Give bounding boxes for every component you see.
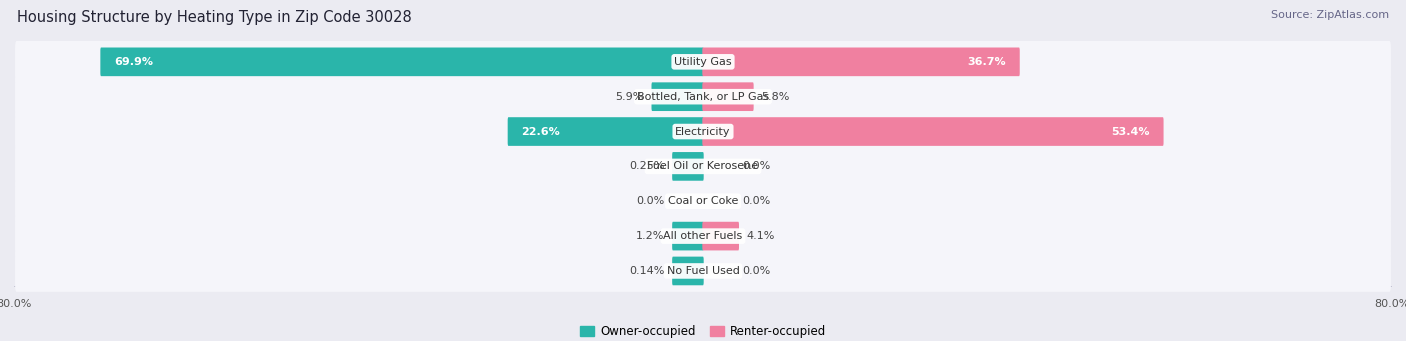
Text: 22.6%: 22.6% xyxy=(522,127,560,136)
Text: Housing Structure by Heating Type in Zip Code 30028: Housing Structure by Heating Type in Zip… xyxy=(17,10,412,25)
Text: All other Fuels: All other Fuels xyxy=(664,231,742,241)
FancyBboxPatch shape xyxy=(703,83,754,111)
Text: Electricity: Electricity xyxy=(675,127,731,136)
Text: 0.0%: 0.0% xyxy=(742,161,770,172)
FancyBboxPatch shape xyxy=(15,110,1391,152)
Text: 0.0%: 0.0% xyxy=(742,196,770,206)
FancyBboxPatch shape xyxy=(15,41,1391,83)
FancyBboxPatch shape xyxy=(100,47,703,76)
FancyBboxPatch shape xyxy=(15,180,1391,222)
FancyBboxPatch shape xyxy=(703,222,740,250)
Text: Fuel Oil or Kerosene: Fuel Oil or Kerosene xyxy=(647,161,759,172)
Text: 1.2%: 1.2% xyxy=(636,231,664,241)
FancyBboxPatch shape xyxy=(703,117,1164,146)
FancyBboxPatch shape xyxy=(15,146,1391,187)
FancyBboxPatch shape xyxy=(672,152,703,181)
FancyBboxPatch shape xyxy=(672,222,703,250)
Text: 0.25%: 0.25% xyxy=(628,161,664,172)
FancyBboxPatch shape xyxy=(15,76,1391,118)
Text: Bottled, Tank, or LP Gas: Bottled, Tank, or LP Gas xyxy=(637,92,769,102)
Text: 5.9%: 5.9% xyxy=(616,92,644,102)
Text: 0.0%: 0.0% xyxy=(742,266,770,276)
Text: 69.9%: 69.9% xyxy=(114,57,153,67)
Text: 5.8%: 5.8% xyxy=(762,92,790,102)
FancyBboxPatch shape xyxy=(651,83,703,111)
Legend: Owner-occupied, Renter-occupied: Owner-occupied, Renter-occupied xyxy=(575,321,831,341)
Text: 53.4%: 53.4% xyxy=(1112,127,1150,136)
Text: 0.0%: 0.0% xyxy=(636,196,664,206)
Text: 36.7%: 36.7% xyxy=(967,57,1007,67)
FancyBboxPatch shape xyxy=(15,250,1391,292)
Text: Source: ZipAtlas.com: Source: ZipAtlas.com xyxy=(1271,10,1389,20)
Text: Coal or Coke: Coal or Coke xyxy=(668,196,738,206)
FancyBboxPatch shape xyxy=(672,257,703,285)
FancyBboxPatch shape xyxy=(15,215,1391,257)
Text: 0.14%: 0.14% xyxy=(628,266,664,276)
Text: No Fuel Used: No Fuel Used xyxy=(666,266,740,276)
FancyBboxPatch shape xyxy=(703,47,1019,76)
Text: 4.1%: 4.1% xyxy=(747,231,775,241)
FancyBboxPatch shape xyxy=(508,117,703,146)
Text: Utility Gas: Utility Gas xyxy=(675,57,731,67)
